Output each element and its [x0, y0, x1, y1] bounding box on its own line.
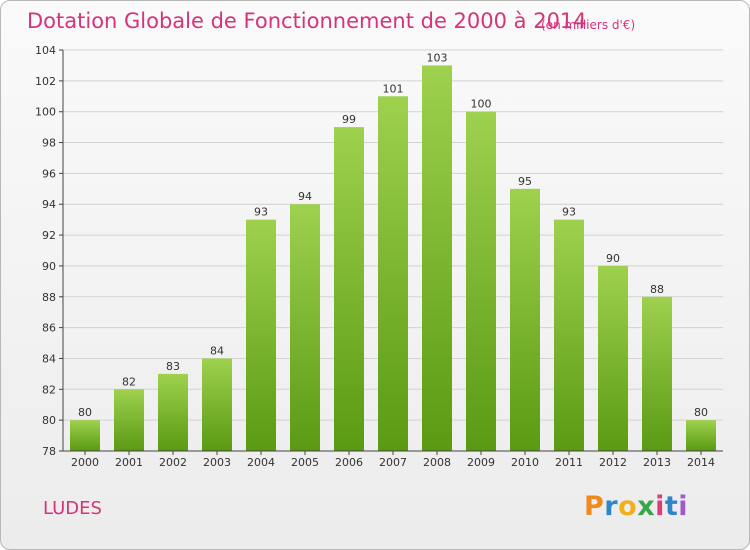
x-tick-label-2002: 2002: [159, 456, 187, 469]
bar-2000: [70, 420, 100, 451]
proxiti-logo[interactable]: Proxiti: [584, 491, 688, 522]
bar-2005: [290, 204, 320, 451]
x-tick-label-2006: 2006: [335, 456, 363, 469]
logo-letter: r: [604, 491, 619, 522]
y-tick-label-102: 102: [35, 75, 56, 88]
x-tick-label-2008: 2008: [423, 456, 451, 469]
bar-2008: [422, 65, 452, 451]
value-label-2001: 82: [122, 375, 136, 388]
y-tick-label-100: 100: [35, 106, 56, 119]
value-label-2008: 103: [427, 51, 448, 64]
bar-2009: [466, 111, 496, 451]
commune-name: LUDES: [43, 498, 102, 519]
value-label-2002: 83: [166, 360, 180, 373]
logo-letter: o: [618, 491, 638, 522]
value-label-2003: 84: [210, 344, 224, 357]
y-tick-label-92: 92: [42, 229, 56, 242]
y-tick-label-88: 88: [42, 291, 56, 304]
bar-2010: [510, 188, 540, 452]
y-tick-label-86: 86: [42, 322, 56, 335]
y-tick-label-84: 84: [42, 352, 56, 365]
logo-letter: i: [655, 491, 665, 522]
chart-subtitle: (en milliers d'€): [541, 18, 636, 32]
x-tick-label-2009: 2009: [467, 456, 495, 469]
y-tick-label-82: 82: [42, 383, 56, 396]
bar-2001: [114, 389, 144, 451]
x-tick-label-2000: 2000: [71, 456, 99, 469]
x-tick-label-2013: 2013: [643, 456, 671, 469]
x-tick-label-2010: 2010: [511, 456, 539, 469]
y-tick-label-104: 104: [35, 44, 56, 57]
x-tick-label-2005: 2005: [291, 456, 319, 469]
chart-title: Dotation Globale de Fonctionnement de 20…: [27, 9, 587, 33]
logo-letter: t: [664, 491, 679, 522]
bar-2002: [158, 373, 188, 451]
bar-2011: [554, 219, 584, 451]
x-tick-label-2011: 2011: [555, 456, 583, 469]
bar-2013: [642, 296, 672, 451]
y-tick-label-78: 78: [42, 445, 56, 458]
value-label-2009: 100: [471, 98, 492, 111]
value-label-2012: 90: [606, 252, 620, 265]
bar-2004: [246, 219, 276, 451]
logo-letter: P: [584, 491, 605, 522]
value-label-2011: 93: [562, 206, 576, 219]
axes: 78 80 82 84 86 88 90 92 94 96 98 100 102 104 2000 2001 2…: [35, 44, 723, 469]
value-label-2014: 80: [694, 406, 708, 419]
value-label-2010: 95: [518, 175, 532, 188]
bar-2007: [378, 96, 408, 452]
x-tick-label-2004: 2004: [247, 456, 275, 469]
value-label-2006: 99: [342, 113, 356, 126]
x-tick-label-2003: 2003: [203, 456, 231, 469]
value-label-2007: 101: [383, 82, 404, 95]
value-label-2000: 80: [78, 406, 92, 419]
value-label-2013: 88: [650, 283, 664, 296]
x-tick-label-2001: 2001: [115, 456, 143, 469]
bar-2014: [686, 420, 716, 451]
value-label-2004: 93: [254, 206, 268, 219]
x-tick-label-2012: 2012: [599, 456, 627, 469]
x-tick-label-2014: 2014: [687, 456, 715, 469]
x-tick-label-2007: 2007: [379, 456, 407, 469]
logo-letter: x: [637, 491, 656, 522]
y-tick-label-98: 98: [42, 137, 56, 150]
bar-2012: [598, 265, 628, 451]
y-tick-label-80: 80: [42, 414, 56, 427]
value-label-2005: 94: [298, 190, 312, 203]
y-tick-label-94: 94: [42, 198, 56, 211]
bars: 80 82 83 84 93 94 99 101 103 100 95 93 90 88 80: [70, 51, 716, 452]
y-tick-label-90: 90: [42, 260, 56, 273]
y-tick-label-96: 96: [42, 167, 56, 180]
logo-letter: i: [678, 491, 689, 522]
bar-2003: [202, 358, 232, 451]
bar-2006: [334, 127, 364, 451]
